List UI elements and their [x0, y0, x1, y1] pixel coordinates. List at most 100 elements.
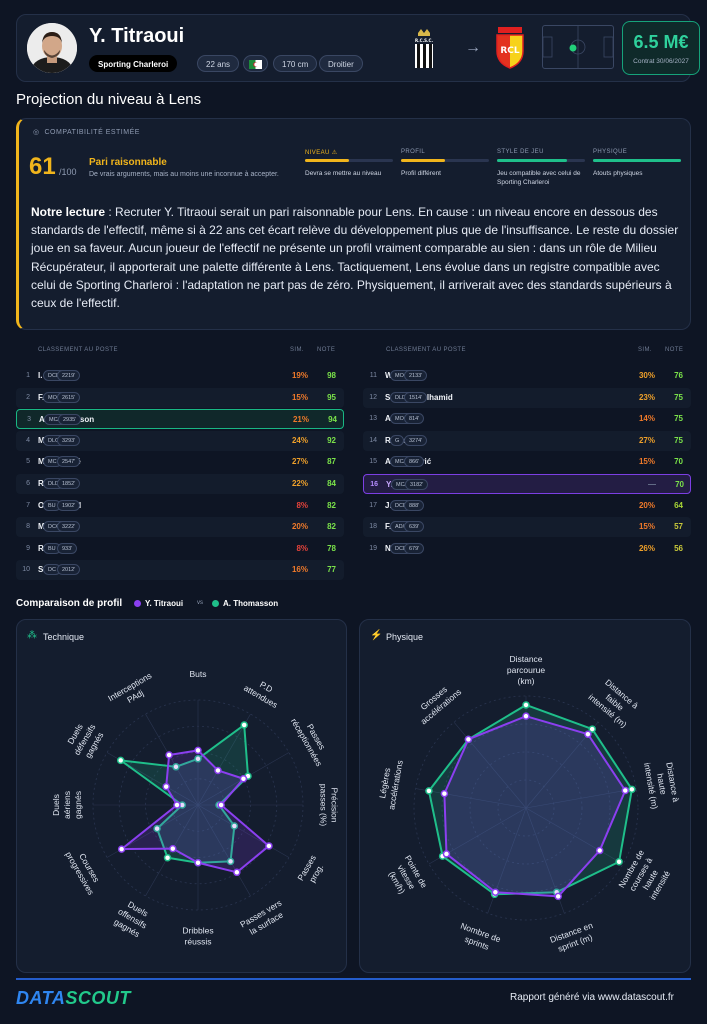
- radar-axis-label: Buts: [189, 669, 206, 679]
- similarity-value: —: [648, 480, 656, 489]
- similarity-value: 22%: [291, 479, 308, 488]
- rating-value: 87: [327, 457, 336, 467]
- physique-icon: ⚡: [370, 630, 383, 641]
- radar-axis-label: Légèresaccélérations: [375, 758, 404, 811]
- radar-axis-label: Coursesprogressives: [63, 844, 105, 896]
- radar-axis-line: [197, 713, 251, 806]
- series-a-point: [595, 846, 604, 855]
- rating-value: 75: [674, 392, 683, 402]
- rank-col-sim-left: SIM.: [290, 347, 304, 353]
- ranking-row[interactable]: 3A. Thomasson21%94MC/MC2935': [16, 409, 344, 430]
- position-marker: [569, 44, 577, 52]
- series-b-point: [194, 755, 202, 763]
- similarity-value: 19%: [291, 371, 308, 380]
- rank-number: 1: [26, 372, 30, 379]
- ranking-row[interactable]: 16Y. Titraoui—70MC/MC3182': [363, 474, 691, 494]
- criterion-bar-fill: [497, 159, 568, 162]
- ranking-row[interactable]: 11W. Saïd30%76MOC/AG2133': [363, 366, 691, 386]
- transfer-arrow-icon: →: [465, 39, 481, 56]
- ranking-row[interactable]: 13A. Sima14%75MOC/BU814': [363, 409, 691, 429]
- similarity-value: 16%: [291, 565, 308, 575]
- ranking-row[interactable]: 8M. Sarr20%82DCG/DC3222': [16, 517, 344, 538]
- rank-col-title-left: CLASSEMENT AU POSTE: [38, 347, 118, 353]
- charleroi-crest-icon: R.C.S.C.: [413, 29, 435, 69]
- crest-from-text: R.C.S.C.: [415, 38, 433, 43]
- algeria-flag-icon: [249, 60, 262, 69]
- minutes-tag: 866': [404, 456, 425, 468]
- technique-card: ⁂ Technique Buts P.Dattendues Passesrécept…: [16, 619, 347, 973]
- minutes-tag: 933': [57, 542, 78, 554]
- similarity-value: 20%: [638, 500, 655, 510]
- minutes-tag: 3182': [405, 479, 429, 490]
- nationality-chip: [243, 55, 268, 72]
- radar-axis-label: Nombre desprints: [455, 921, 502, 955]
- rating-value: 77: [327, 565, 336, 575]
- radar-axis-label: Passesprog.: [295, 853, 327, 888]
- minutes-tag: 1852': [57, 478, 81, 489]
- rating-value: 70: [674, 457, 683, 467]
- minutes-tag: 3222': [57, 521, 81, 533]
- position-tag: G: [390, 434, 405, 446]
- series-a-point: [233, 868, 241, 877]
- ranking-row[interactable]: 2F. Thauvin15%95MOC/AD2615': [16, 387, 344, 408]
- club-chip: Sporting Charleroi: [89, 55, 178, 72]
- rank-number: 19: [369, 544, 377, 552]
- radar-axis-label: Pointe devitesse(km/h): [384, 853, 430, 900]
- similarity-value: 21%: [292, 415, 309, 425]
- radar-axis-label: Passes versla surface: [238, 898, 289, 939]
- similarity-value: 15%: [638, 522, 655, 532]
- series-a-area: [443, 715, 627, 898]
- radar-axis-line: [197, 804, 251, 897]
- footer-divider: [16, 978, 691, 980]
- minutes-tag: 2547': [57, 456, 81, 468]
- lecture-text: : Recruter Y. Titraoui serait un pari ra…: [31, 205, 679, 311]
- minutes-tag: 2219': [57, 370, 81, 381]
- footer-credit: Rapport généré via www.datascout.fr: [510, 992, 674, 1003]
- rank-number: 13: [369, 415, 377, 423]
- minutes-tag: 3274': [404, 434, 428, 446]
- radar-axis-label: Distance àhauteintensité (m): [642, 758, 682, 810]
- radar-axis-line: [525, 788, 637, 809]
- series-a-point: [522, 712, 530, 720]
- rank-number: 7: [26, 501, 30, 509]
- rank-number: 11: [369, 372, 377, 379]
- compat-verdict: Pari raisonnable: [89, 157, 167, 168]
- market-value: 6.5 M€: [633, 32, 689, 52]
- rank-number: 5: [26, 458, 30, 466]
- series-a-point: [440, 789, 449, 798]
- player-header: Y. Titraoui Sporting Charleroi 22 ans 17…: [16, 14, 700, 82]
- ranking-row[interactable]: 1I. Ganiou19%98DCD/DC2219': [16, 366, 344, 386]
- minutes-tag: 2012': [57, 564, 81, 576]
- series-b-point: [172, 763, 180, 771]
- series-b-point: [240, 721, 248, 729]
- rating-value: 82: [327, 500, 336, 510]
- ranking-row[interactable]: 18F. Sotoca15%57AD/MOC639': [363, 517, 691, 538]
- legend-player-a: Y. Titraoui: [145, 599, 184, 608]
- series-b-point: [425, 787, 433, 795]
- similarity-value: 30%: [638, 371, 655, 380]
- ranking-row[interactable]: 4M. Udol24%92DLG/DCG3293': [16, 430, 344, 451]
- criterion-bar: [305, 159, 393, 162]
- series-a-point: [162, 782, 170, 791]
- criterion-desc: Jeu compatible avec celui de Sporting Ch…: [497, 170, 581, 186]
- height-chip: 170 cm: [273, 55, 318, 72]
- rank-col-sim-right: SIM.: [638, 347, 652, 353]
- legend-vs: vs: [197, 600, 203, 606]
- rating-value: 84: [327, 479, 336, 488]
- series-b-point: [522, 701, 530, 709]
- criterion-bar: [593, 159, 681, 162]
- lecture-paragraph: Notre lecture : Recruter Y. Titraoui ser…: [31, 203, 681, 312]
- compat-label: ◎ COMPATIBILITÉ ESTIMÉE: [33, 129, 140, 136]
- radar-grid-ring: [413, 695, 639, 921]
- ranking-row[interactable]: 15A. Bulatović15%70MC/MC866': [363, 452, 691, 472]
